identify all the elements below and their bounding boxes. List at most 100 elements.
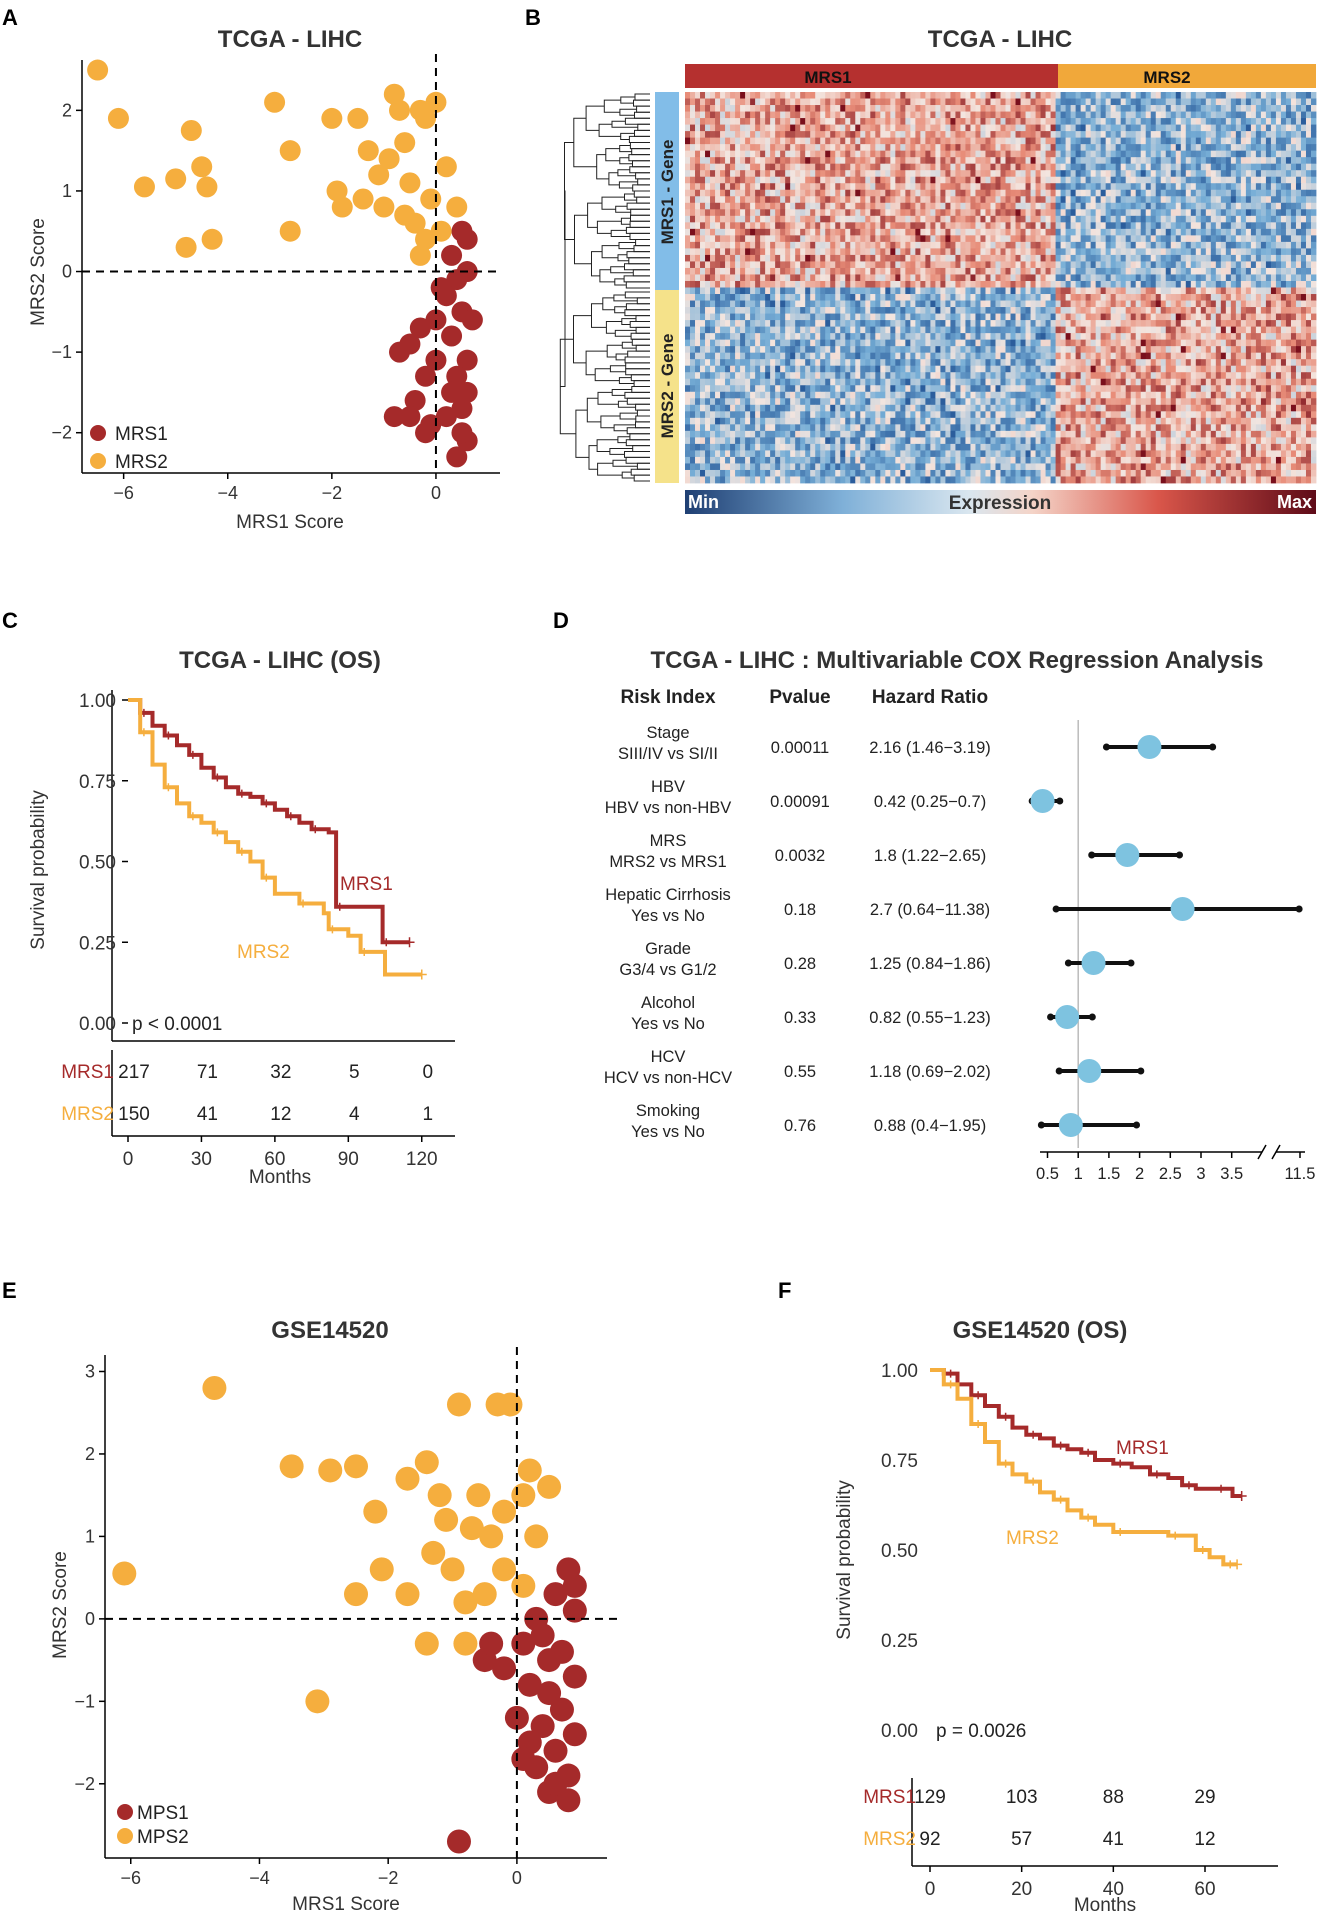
- heatmap-cell: [1040, 222, 1046, 230]
- heatmap-cell: [1045, 228, 1051, 236]
- heatmap-cell: [760, 183, 766, 191]
- heatmap-cell: [1180, 137, 1187, 145]
- heatmap-cell: [1080, 202, 1087, 210]
- heatmap-cell: [915, 280, 921, 288]
- heatmap-cell: [1030, 280, 1036, 288]
- heatmap-cell: [840, 98, 846, 106]
- heatmap-cell: [1120, 111, 1127, 119]
- heatmap-cell: [1105, 176, 1112, 184]
- heatmap-cell: [1015, 280, 1021, 288]
- heatmap-cell: [1005, 326, 1011, 334]
- heatmap-cell: [955, 339, 961, 347]
- heatmap-cell: [1310, 228, 1317, 236]
- heatmap-cell: [925, 287, 931, 295]
- heatmap-cell: [1090, 287, 1097, 295]
- heatmap-cell: [980, 202, 986, 210]
- heatmap-cell: [780, 183, 786, 191]
- heatmap-cell: [1220, 163, 1227, 171]
- heatmap-cell: [1130, 176, 1137, 184]
- heatmap-cell: [905, 144, 911, 152]
- heatmap-cell: [1175, 254, 1182, 262]
- heatmap-cell: [1125, 235, 1132, 243]
- heatmap-cell: [795, 137, 801, 145]
- heatmap-cell: [805, 163, 811, 171]
- heatmap-cell: [790, 326, 796, 334]
- heatmap-cell: [950, 157, 956, 165]
- heatmap-cell: [1105, 189, 1112, 197]
- heatmap-cell: [735, 235, 741, 243]
- heatmap-cell: [980, 131, 986, 139]
- heatmap-cell: [890, 118, 896, 125]
- heatmap-cell: [1190, 320, 1197, 327]
- heatmap-cell: [990, 163, 996, 171]
- heatmap-cell: [1110, 235, 1117, 243]
- heatmap-cell: [820, 228, 826, 236]
- heatmap-cell: [1290, 300, 1297, 308]
- heatmap-cell: [975, 235, 981, 243]
- heatmap-cell: [1085, 228, 1092, 236]
- heatmap-cell: [1225, 228, 1232, 236]
- heatmap-cell: [765, 339, 771, 347]
- heatmap-cell: [790, 98, 796, 106]
- heatmap-cell: [1260, 280, 1267, 288]
- heatmap-cell: [775, 150, 781, 158]
- heatmap-cell: [1305, 261, 1312, 269]
- heatmap-cell: [1205, 274, 1212, 282]
- heatmap-cell: [715, 98, 721, 106]
- heatmap-cell: [1265, 215, 1272, 223]
- heatmap-cell: [1260, 124, 1267, 132]
- heatmap-cell: [1085, 202, 1092, 210]
- heatmap-cell: [1070, 157, 1077, 165]
- heatmap-cell: [1010, 176, 1016, 184]
- heatmap-cell: [1175, 150, 1182, 158]
- heatmap-cell: [775, 118, 781, 125]
- heatmap-cell: [715, 157, 721, 165]
- heatmap-cell: [815, 248, 821, 256]
- heatmap-cell: [995, 137, 1001, 145]
- heatmap-cell: [700, 157, 706, 165]
- heatmap-cell: [850, 222, 856, 230]
- heatmap-cell: [830, 150, 836, 158]
- heatmap-cell: [880, 124, 886, 132]
- heatmap-cell: [750, 111, 756, 119]
- panel-a-legend-mrs2-swatch: [90, 453, 106, 469]
- heatmap-cell: [1095, 241, 1102, 249]
- heatmap-cell: [960, 137, 966, 145]
- heatmap-cell: [695, 170, 701, 178]
- heatmap-cell: [1175, 105, 1182, 112]
- heatmap-cell: [1185, 183, 1192, 191]
- heatmap-cell: [790, 248, 796, 256]
- heatmap-cell: [1155, 150, 1162, 158]
- heatmap-cell: [855, 176, 861, 184]
- heatmap-cell: [1260, 111, 1267, 119]
- heatmap-cell: [1170, 183, 1177, 191]
- heatmap-cell: [965, 326, 971, 334]
- heatmap-cell: [1265, 274, 1272, 282]
- heatmap-cell: [1255, 235, 1262, 243]
- heatmap-cell: [785, 131, 791, 139]
- heatmap-cell: [930, 320, 936, 327]
- heatmap-cell: [1040, 326, 1046, 334]
- heatmap-cell: [745, 202, 751, 210]
- heatmap-cell: [775, 196, 781, 204]
- heatmap-cell: [790, 307, 796, 314]
- heatmap-cell: [860, 274, 866, 282]
- heatmap-cell: [735, 333, 741, 341]
- heatmap-cell: [1180, 144, 1187, 152]
- heatmap-cell: [800, 183, 806, 191]
- heatmap-cell: [910, 313, 916, 321]
- heatmap-cell: [1115, 157, 1122, 165]
- heatmap-cell: [1235, 105, 1242, 112]
- heatmap-cell: [1145, 222, 1152, 230]
- panel-a-point-mrs1: [399, 406, 421, 428]
- heatmap-cell: [1220, 202, 1227, 210]
- heatmap-cell: [1090, 333, 1097, 341]
- heatmap-cell: [1080, 150, 1087, 158]
- heatmap-cell: [685, 176, 691, 184]
- heatmap-cell: [825, 189, 831, 197]
- heatmap-cell: [890, 294, 896, 301]
- heatmap-cell: [1030, 333, 1036, 341]
- heatmap-cell: [1240, 307, 1247, 314]
- heatmap-cell: [1235, 176, 1242, 184]
- heatmap-cell: [720, 326, 726, 334]
